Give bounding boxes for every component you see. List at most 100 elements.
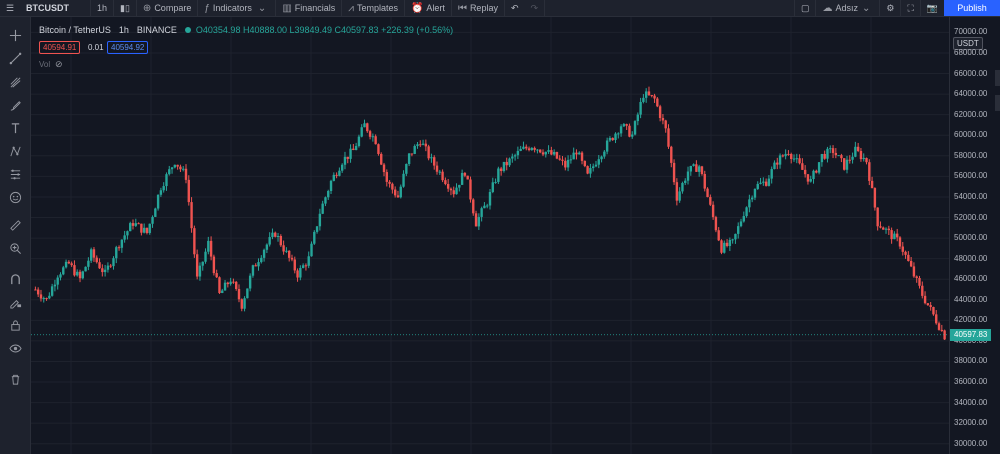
candle-body [851, 156, 854, 160]
price-tick-label: 30000.00 [954, 438, 988, 448]
currency-label[interactable]: USDT [953, 37, 983, 50]
candle-body [385, 172, 389, 182]
ruler-icon [9, 219, 21, 231]
candle [636, 112, 640, 126]
emoji-tool[interactable] [5, 189, 25, 205]
interval-button[interactable]: 1h [91, 0, 115, 16]
candle-body [594, 164, 598, 167]
undo-button[interactable]: ↶ [505, 0, 525, 16]
candle [600, 155, 603, 163]
indicators-button[interactable]: ƒ Indicators ⌄ [198, 0, 277, 16]
crosshair-icon [9, 29, 21, 41]
candle [921, 281, 924, 299]
settings-button[interactable]: ⚙ [879, 0, 900, 16]
candle [455, 183, 458, 195]
candle-body [352, 148, 355, 151]
crosshair-tool[interactable] [5, 27, 25, 43]
candle [572, 147, 575, 160]
text-tool[interactable] [5, 120, 25, 136]
compare-button[interactable]: ⊕ Compare [137, 0, 199, 16]
trash-icon [11, 374, 19, 385]
remove-drawings-tool[interactable] [5, 371, 25, 387]
candle-body [781, 155, 785, 157]
candle [452, 186, 455, 198]
pattern-tool[interactable] [5, 143, 25, 159]
zoom-tool[interactable] [5, 240, 25, 256]
price-axis[interactable] [949, 17, 1000, 454]
candle-body [229, 281, 232, 285]
candle [667, 124, 670, 149]
financials-button[interactable]: ▥ Financials [276, 0, 343, 16]
menu-button[interactable]: ☰ [0, 0, 20, 16]
candle [739, 218, 743, 228]
candle-body [296, 270, 299, 278]
candle-body [901, 246, 904, 252]
publish-button[interactable]: Publish [944, 0, 1000, 16]
sell-price-button[interactable]: 40594.91 [39, 41, 81, 54]
candle-body [89, 249, 93, 261]
volume-visibility-toggle[interactable]: ⊘ [55, 59, 63, 70]
candle-body [703, 174, 706, 189]
candle [472, 198, 475, 216]
templates-button[interactable]: ⩘ Templates [342, 0, 405, 16]
undo-icon: ↶ [510, 2, 519, 13]
forecast-tool[interactable] [5, 166, 25, 182]
candle-body [321, 203, 324, 214]
candle-body [806, 174, 810, 182]
axis-scroll-handle[interactable] [995, 95, 1000, 111]
axis-scroll-handle[interactable] [995, 70, 1000, 86]
lock-icon [10, 319, 20, 331]
ruler-tool[interactable] [5, 217, 25, 233]
symbol-search-button[interactable]: BTCUSDT [20, 0, 91, 16]
layout-button[interactable]: ▢ [793, 0, 816, 16]
candle [619, 124, 623, 137]
candle-body [430, 157, 433, 159]
trend-line-tool[interactable] [5, 50, 25, 66]
candle [140, 223, 143, 236]
chart-pane[interactable]: Bitcoin / TetherUS 1h BINANCE O40354.98 … [31, 17, 949, 454]
candle-body [491, 182, 494, 192]
candle [207, 236, 210, 255]
candle [737, 222, 740, 239]
candlestick-chart[interactable] [31, 17, 949, 454]
pitchfork-tool[interactable] [5, 74, 25, 90]
candle [893, 231, 896, 240]
candle-body [226, 282, 230, 285]
legend-ohlc: O40354.98 H40888.00 L39849.49 C40597.83 … [195, 25, 454, 35]
redo-button[interactable]: ↷ [525, 0, 546, 16]
candle [854, 141, 857, 158]
chart-style-button[interactable]: ▮▯ [114, 0, 137, 16]
candle-body [929, 305, 932, 308]
candle [352, 143, 355, 151]
hide-drawings-tool[interactable] [5, 340, 25, 356]
magnet-tool[interactable] [5, 271, 25, 287]
buy-price-button[interactable]: 40594.92 [107, 41, 149, 54]
lock-drawings-tool[interactable] [5, 294, 25, 310]
snapshot-button[interactable]: 📷 [919, 0, 944, 16]
candle-body [731, 239, 734, 241]
candle-body [78, 271, 82, 279]
candle-body [357, 136, 361, 147]
candle [583, 160, 587, 168]
layout-name-button[interactable]: ☁ Adsız ⌄ [815, 0, 879, 16]
brush-tool[interactable] [5, 97, 25, 113]
replay-button[interactable]: ⏮ Replay [452, 0, 505, 16]
candle-body [639, 101, 642, 115]
alert-button[interactable]: ⏰ Alert [405, 0, 452, 16]
legend-symbol[interactable]: Bitcoin / TetherUS [39, 25, 111, 35]
candles-icon: ▮▯ [120, 2, 130, 13]
candle [882, 226, 885, 230]
candle-body [81, 271, 85, 279]
candle [809, 175, 812, 183]
candle-body [527, 148, 531, 151]
candle-body [433, 157, 436, 166]
candle-body [73, 265, 76, 276]
forecast-icon [10, 169, 20, 179]
candle-body [831, 148, 835, 153]
candle [95, 255, 98, 264]
candle-body [714, 217, 718, 231]
candle [382, 162, 386, 177]
lock-tool[interactable] [5, 317, 25, 333]
candle [64, 259, 68, 269]
fullscreen-button[interactable]: ⛶ [900, 0, 919, 16]
